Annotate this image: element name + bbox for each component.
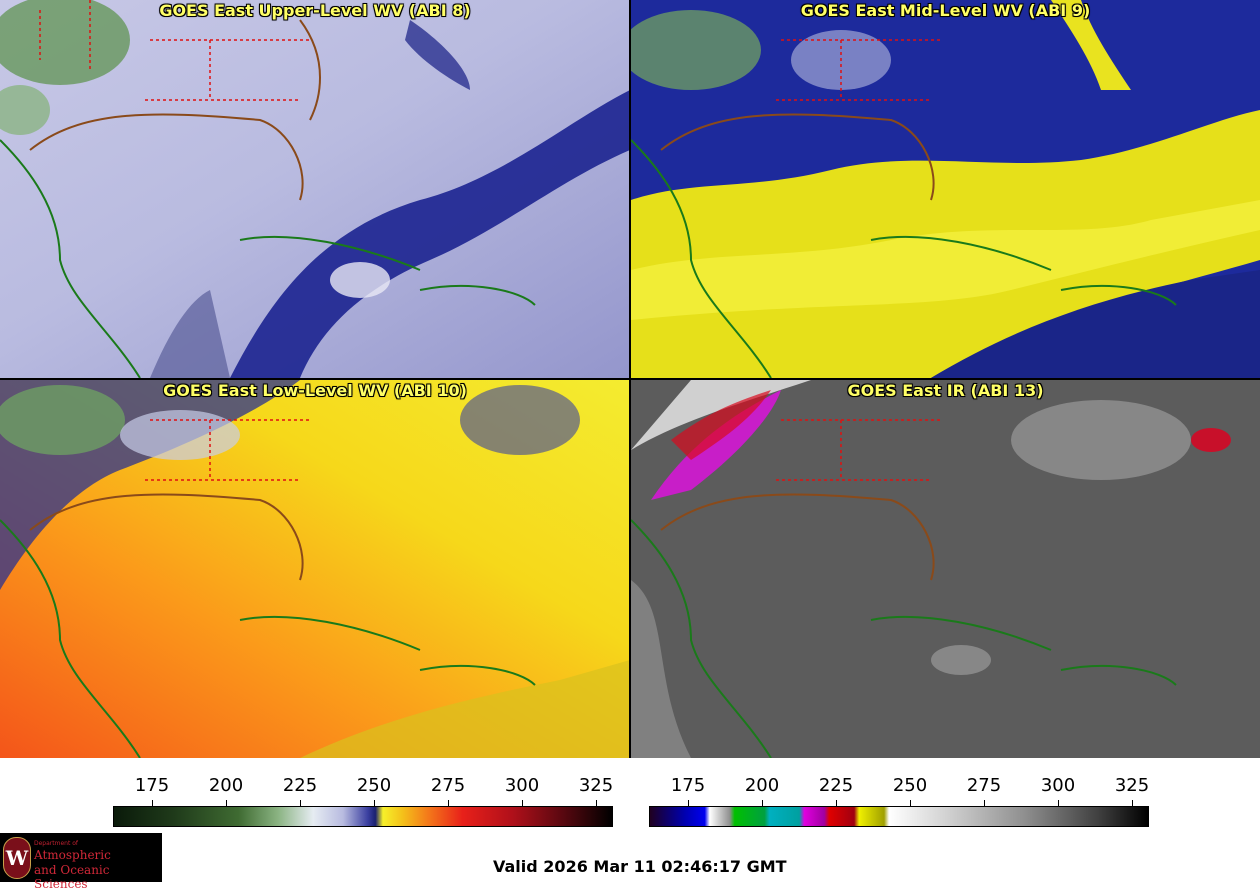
wv-tick-label: 225 — [282, 775, 318, 796]
valid-time: Valid 2026 Mar 11 02:46:17 GMT — [493, 857, 787, 876]
logo-line-2: Atmospheric — [34, 848, 111, 862]
ir-colorbar-gradient — [649, 806, 1149, 827]
uw-seal-icon: W — [3, 837, 31, 879]
upper-level-wv-image — [0, 0, 630, 378]
ir-tick-label: 200 — [744, 775, 780, 796]
panel-mid-level-wv: GOES East Mid-Level WV (ABI 9) — [631, 0, 1260, 378]
panel-title: GOES East IR (ABI 13) — [847, 381, 1044, 400]
wv-tick-label: 300 — [504, 775, 540, 796]
ir-tick-label: 225 — [818, 775, 854, 796]
panel-title: GOES East Low-Level WV (ABI 10) — [163, 381, 467, 400]
low-level-wv-image — [0, 380, 630, 758]
wv-colorbar-gradient — [113, 806, 613, 827]
ir-tick-label: 175 — [670, 775, 706, 796]
wv-tick-label: 325 — [578, 775, 614, 796]
aos-logo: W Department of Atmospheric and Oceanic … — [0, 833, 162, 891]
ir-tick-label: 275 — [966, 775, 1002, 796]
panel-low-level-wv: GOES East Low-Level WV (ABI 10) — [0, 380, 630, 758]
panel-title: GOES East Upper-Level WV (ABI 8) — [159, 1, 471, 20]
logo-line-1: Department of — [34, 840, 78, 847]
ir-tick-label: 250 — [892, 775, 928, 796]
ir-tick-label: 325 — [1114, 775, 1150, 796]
ir-tick-label: 300 — [1040, 775, 1076, 796]
wv-tick-label: 250 — [356, 775, 392, 796]
mid-level-wv-image — [631, 0, 1260, 378]
logo-line-3: and Oceanic Sciences — [34, 863, 110, 891]
ir-image — [631, 380, 1260, 758]
wv-tick-label: 175 — [134, 775, 170, 796]
wv-tick-label: 275 — [430, 775, 466, 796]
panel-ir: GOES East IR (ABI 13) — [631, 380, 1260, 758]
panel-upper-level-wv: GOES East Upper-Level WV (ABI 8) — [0, 0, 630, 378]
panel-title: GOES East Mid-Level WV (ABI 9) — [800, 1, 1091, 20]
horizontal-divider — [0, 378, 1260, 380]
wv-tick-label: 200 — [208, 775, 244, 796]
